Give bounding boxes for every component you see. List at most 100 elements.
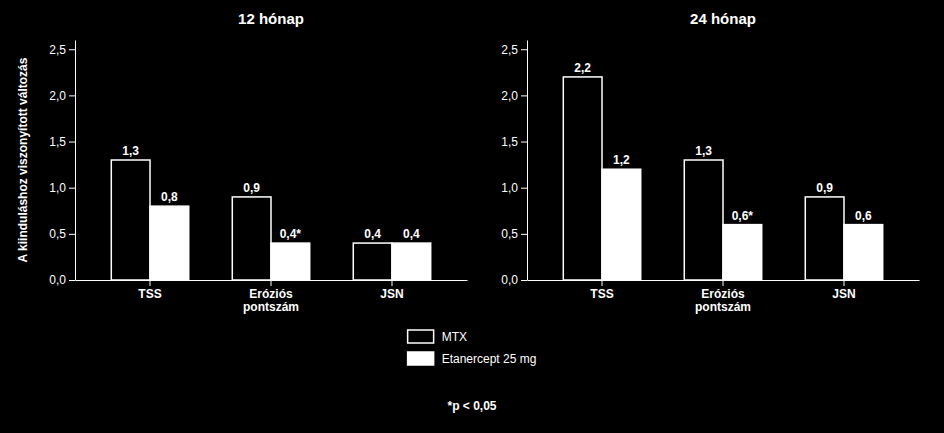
data-label: 0,9: [816, 181, 833, 195]
legend-item: Etanercept 25 mg: [408, 352, 537, 366]
y-tick-mark: [69, 234, 75, 235]
data-label: 2,2: [574, 61, 591, 75]
y-tick-mark: [521, 188, 527, 189]
x-tick-label: Erózióspontszám: [695, 287, 751, 315]
x-tick-label-line: TSS: [590, 287, 613, 301]
y-tick: 0,0: [501, 273, 527, 287]
data-labels: 2,2 1,3 0,9 1,2 0,6* 0,6: [574, 61, 872, 223]
bars: [563, 77, 882, 280]
data-label: 1,2: [613, 153, 630, 167]
x-tick-mark: [391, 280, 392, 286]
y-tick: 0,0: [49, 273, 75, 287]
y-tick-mark: [521, 49, 527, 50]
x-tick-mark: [602, 280, 603, 286]
y-tick-label: 1,0: [49, 181, 66, 195]
x-tick-label-line: pontszám: [243, 300, 299, 314]
bar: [111, 160, 150, 280]
x-axis: TSS Erózióspontszám JSN: [76, 280, 468, 314]
y-axis-line: [527, 41, 528, 281]
y-tick-label: 1,0: [501, 181, 518, 195]
legend: MTX Etanercept 25 mg: [408, 330, 537, 366]
x-tick-label-line: JSN: [380, 287, 403, 301]
y-tick-label: 0,0: [501, 273, 518, 287]
y-tick: 2,5: [501, 43, 527, 57]
x-tick-label-line: TSS: [138, 287, 161, 301]
panel: 0,0 0,5 1,0 1,5 2,0 2,5 TSS Erózióspontszám JSN 1…: [16, 10, 468, 314]
footnote: *p < 0,05: [447, 399, 496, 413]
x-tick: Erózióspontszám: [695, 280, 751, 314]
legend-swatch: [408, 352, 434, 365]
x-tick-label-line: Eróziós: [249, 287, 293, 301]
x-tick-label-line: Eróziós: [701, 287, 745, 301]
x-axis: TSS Erózióspontszám JSN: [528, 280, 920, 314]
data-labels: 1,30,90,40,80,4*0,4: [122, 144, 420, 241]
bar: [602, 169, 641, 280]
title: 12 hónap: [238, 10, 304, 27]
x-tick-mark: [150, 280, 151, 286]
data-label: 1,3: [695, 144, 712, 158]
y-tick-mark: [521, 280, 527, 281]
y-tick-label: 2,0: [49, 89, 66, 103]
y-axis: 0,0 0,5 1,0 1,5 2,0 2,5: [501, 41, 527, 288]
x-tick: JSN: [380, 280, 403, 301]
bar: [150, 206, 189, 280]
y-tick-label: 1,5: [501, 135, 518, 149]
y-tick-label: 0,5: [49, 227, 66, 241]
y-tick: 1,5: [49, 135, 75, 149]
data-label: 0,9: [243, 181, 260, 195]
bar: [684, 160, 723, 280]
y-tick-label: 2,5: [501, 43, 518, 57]
x-tick-label-line: pontszám: [695, 300, 751, 314]
x-tick-label: TSS: [138, 287, 161, 301]
x-tick-mark: [271, 280, 272, 286]
bar: [232, 197, 271, 280]
y-tick-label: 0,5: [501, 227, 518, 241]
background: [0, 0, 944, 433]
bar: [844, 225, 883, 280]
y-tick: 2,0: [501, 89, 527, 103]
y-tick-mark: [69, 49, 75, 50]
y-tick-label: 1,5: [49, 135, 66, 149]
x-tick: Erózióspontszám: [243, 280, 299, 314]
bars: [111, 160, 430, 280]
y-axis-line: [75, 41, 76, 281]
bar: [563, 77, 602, 280]
data-label: 0,6: [855, 209, 872, 223]
legend-swatch: [408, 330, 434, 343]
data-label: 1,3: [122, 144, 139, 158]
y-tick-mark: [69, 280, 75, 281]
chart: 0,00,51,01,52,02,5TSSErózióspontszámJSN1…: [0, 0, 944, 433]
y-tick-mark: [521, 95, 527, 96]
y-tick: 0,5: [501, 227, 527, 241]
title: 24 hónap: [690, 10, 756, 27]
x-tick-label: JSN: [380, 287, 403, 301]
y-axis-title: A kiinduláshoz viszonyított változás: [16, 57, 30, 262]
data-label: 0,4: [364, 227, 381, 241]
x-tick-mark: [723, 280, 724, 286]
x-tick: JSN: [832, 280, 855, 301]
x-tick: TSS: [590, 280, 613, 301]
legend-label: Etanercept 25 mg: [442, 352, 537, 366]
legend-item: MTX: [408, 330, 467, 344]
y-tick: 0,5: [49, 227, 75, 241]
bar: [805, 197, 844, 280]
y-tick-mark: [69, 95, 75, 96]
panel: 0,0 0,5 1,0 1,5 2,0 2,5 TSS Erózióspontszám JSN 2…: [501, 10, 919, 314]
y-tick-mark: [521, 142, 527, 143]
x-tick-label: JSN: [832, 287, 855, 301]
y-tick-mark: [521, 234, 527, 235]
legend-label: MTX: [442, 330, 467, 344]
y-axis: 0,0 0,5 1,0 1,5 2,0 2,5: [49, 41, 75, 288]
data-label: 0,4: [403, 227, 420, 241]
bar: [353, 243, 392, 280]
y-tick-label: 2,5: [49, 43, 66, 57]
x-tick-label-line: JSN: [832, 287, 855, 301]
y-tick-label: 0,0: [49, 273, 66, 287]
data-label: 0,4*: [280, 227, 302, 241]
y-tick: 1,0: [49, 181, 75, 195]
y-tick-label: 2,0: [501, 89, 518, 103]
x-tick-label: TSS: [590, 287, 613, 301]
x-tick-mark: [843, 280, 844, 286]
data-label: 0,6*: [732, 209, 754, 223]
x-tick-label: Erózióspontszám: [243, 287, 299, 315]
